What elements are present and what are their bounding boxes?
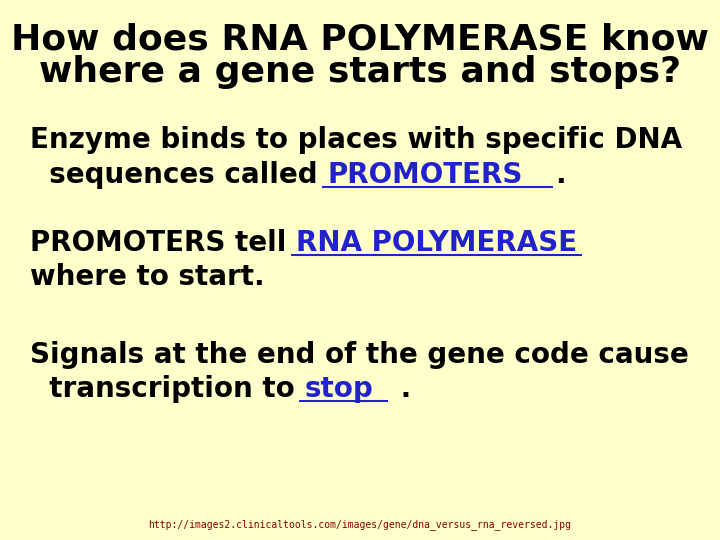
Text: .: . xyxy=(391,375,411,403)
Text: How does RNA POLYMERASE know: How does RNA POLYMERASE know xyxy=(11,23,709,57)
Text: where a gene starts and stops?: where a gene starts and stops? xyxy=(39,55,681,89)
Text: where to start.: where to start. xyxy=(30,263,265,291)
Text: stop: stop xyxy=(305,375,373,403)
Text: RNA POLYMERASE: RNA POLYMERASE xyxy=(296,229,577,257)
Text: transcription to: transcription to xyxy=(30,375,305,403)
Text: PROMOTERS tell: PROMOTERS tell xyxy=(30,229,296,257)
Text: PROMOTERS: PROMOTERS xyxy=(328,161,523,189)
Text: sequences called: sequences called xyxy=(30,161,328,189)
Text: Enzyme binds to places with specific DNA: Enzyme binds to places with specific DNA xyxy=(30,126,682,154)
Text: Signals at the end of the gene code cause: Signals at the end of the gene code caus… xyxy=(30,341,689,369)
Text: http://images2.clinicaltools.com/images/gene/dna_versus_rna_reversed.jpg: http://images2.clinicaltools.com/images/… xyxy=(148,519,572,530)
Text: .: . xyxy=(556,161,566,189)
